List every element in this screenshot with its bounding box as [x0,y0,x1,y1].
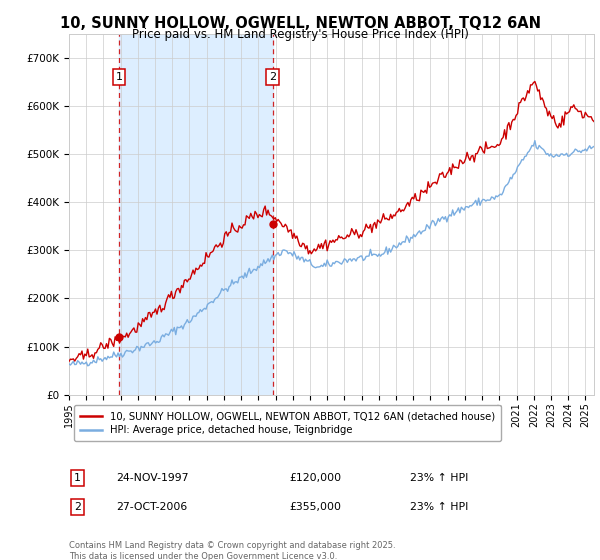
Text: 1: 1 [115,72,122,82]
Text: 23% ↑ HPI: 23% ↑ HPI [410,473,469,483]
Text: 27-OCT-2006: 27-OCT-2006 [116,502,187,512]
Text: £120,000: £120,000 [290,473,341,483]
Text: £355,000: £355,000 [290,502,341,512]
Text: 2: 2 [74,502,81,512]
Bar [119,34,272,395]
Legend: 10, SUNNY HOLLOW, OGWELL, NEWTON ABBOT, TQ12 6AN (detached house), HPI: Average : 10, SUNNY HOLLOW, OGWELL, NEWTON ABBOT, … [74,405,501,441]
Text: 1: 1 [74,473,81,483]
Text: Contains HM Land Registry data © Crown copyright and database right 2025.
This d: Contains HM Land Registry data © Crown c… [69,541,395,560]
Text: 23% ↑ HPI: 23% ↑ HPI [410,502,469,512]
Text: 10, SUNNY HOLLOW, OGWELL, NEWTON ABBOT, TQ12 6AN: 10, SUNNY HOLLOW, OGWELL, NEWTON ABBOT, … [59,16,541,31]
Text: 2: 2 [269,72,276,82]
Text: 24-NOV-1997: 24-NOV-1997 [116,473,189,483]
Text: Price paid vs. HM Land Registry's House Price Index (HPI): Price paid vs. HM Land Registry's House … [131,28,469,41]
